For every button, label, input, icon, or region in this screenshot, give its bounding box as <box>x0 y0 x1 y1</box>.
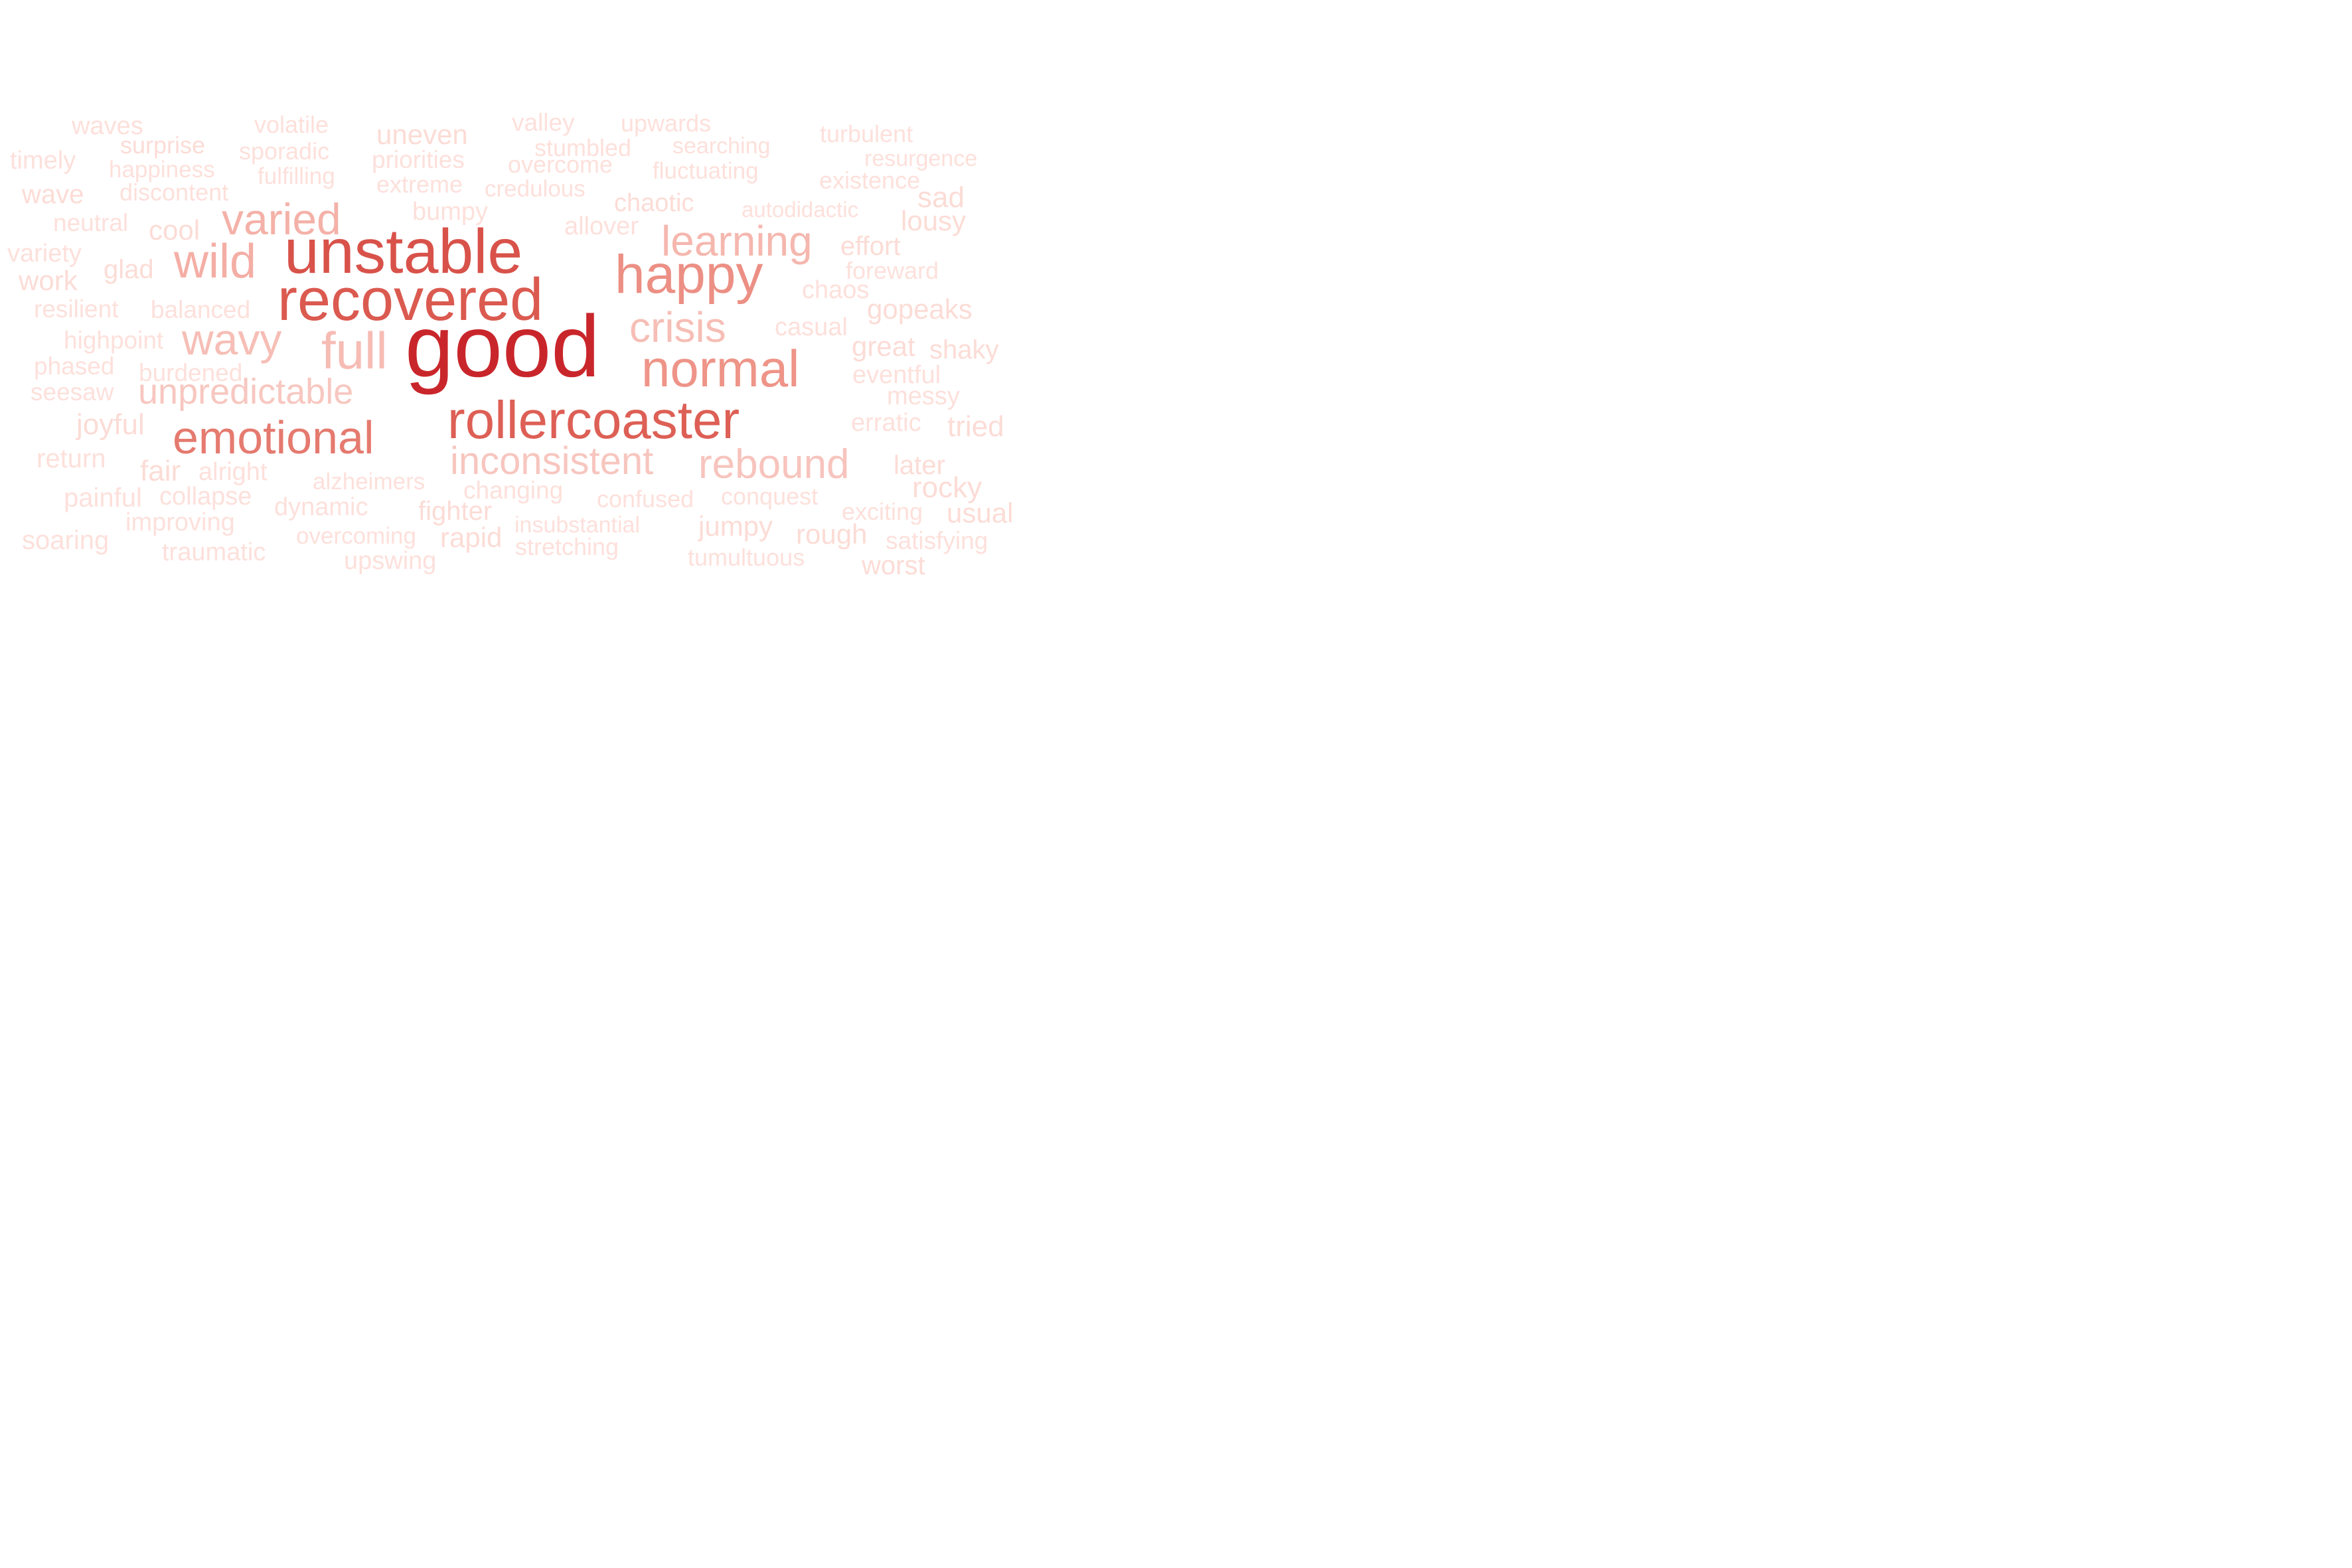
cloud-word-wave: wave <box>22 179 84 209</box>
cloud-word-collapse: collapse <box>159 482 252 510</box>
cloud-word-tried: tried <box>947 410 1004 443</box>
cloud-word-jumpy: jumpy <box>698 510 773 542</box>
cloud-word-bumpy: bumpy <box>412 197 489 226</box>
cloud-word-varied: varied <box>222 195 341 244</box>
cloud-word-rapid: rapid <box>440 521 503 553</box>
cloud-word-chaotic: chaotic <box>614 189 694 217</box>
cloud-word-volatile: volatile <box>254 111 329 139</box>
cloud-word-changing: changing <box>463 476 564 504</box>
cloud-word-valley: valley <box>512 108 575 136</box>
cloud-word-good: good <box>405 297 600 395</box>
cloud-word-casual: casual <box>775 313 848 341</box>
cloud-word-inconsistent: inconsistent <box>450 439 654 483</box>
cloud-word-gopeaks: gopeaks <box>867 293 973 325</box>
cloud-word-chaos: chaos <box>802 275 870 304</box>
cloud-word-cool: cool <box>149 214 200 246</box>
cloud-word-balanced: balanced <box>151 295 251 323</box>
cloud-word-waves: waves <box>72 112 143 140</box>
cloud-word-conquest: conquest <box>721 483 819 510</box>
cloud-word-alzheimers: alzheimers <box>313 469 426 495</box>
cloud-word-full: full <box>321 321 388 380</box>
cloud-word-traumatic: traumatic <box>162 538 266 566</box>
cloud-word-stumbled: stumbled <box>534 134 632 162</box>
cloud-word-happiness: happiness <box>109 157 215 183</box>
cloud-word-recovered: recovered <box>277 266 544 333</box>
cloud-word-sporadic: sporadic <box>239 137 330 165</box>
cloud-word-uneven: uneven <box>376 118 468 150</box>
cloud-word-normal: normal <box>641 339 800 398</box>
cloud-word-rocky: rocky <box>912 471 982 505</box>
cloud-word-painful: painful <box>64 483 142 512</box>
cloud-word-overcoming: overcoming <box>296 523 416 550</box>
cloud-word-tumultuous: tumultuous <box>688 544 805 572</box>
word-cloud: good unstable recovered rollercoaster happy e… <box>0 0 1041 694</box>
cloud-word-erratic: erratic <box>851 408 921 437</box>
cloud-word-fair: fair <box>140 455 181 488</box>
cloud-word-learning: learning <box>661 217 813 266</box>
cloud-word-upwards: upwards <box>621 110 712 137</box>
cloud-word-emotional: emotional <box>173 411 374 463</box>
cloud-word-joyful: joyful <box>76 408 145 441</box>
cloud-word-dynamic: dynamic <box>274 493 368 521</box>
cloud-word-glad: glad <box>104 254 154 284</box>
cloud-word-satisfying: satisfying <box>886 526 988 554</box>
cloud-word-lousy: lousy <box>901 204 967 236</box>
cloud-word-rollercoaster: rollercoaster <box>447 390 740 449</box>
cloud-word-exciting: exciting <box>842 498 923 526</box>
cloud-word-seesaw: seesaw <box>31 378 114 406</box>
cloud-word-sad: sad <box>917 181 965 214</box>
cloud-word-timely: timely <box>10 146 76 175</box>
cloud-word-credulous: credulous <box>485 176 586 202</box>
cloud-word-overcome: overcome <box>508 151 613 179</box>
cloud-word-extreme: extreme <box>376 171 463 198</box>
cloud-word-happy: happy <box>615 244 763 305</box>
cloud-word-fighter: fighter <box>418 496 493 526</box>
cloud-word-confused: confused <box>597 485 694 513</box>
cloud-word-effort: effort <box>840 231 901 261</box>
cloud-word-rebound: rebound <box>698 441 850 487</box>
cloud-word-great: great <box>852 330 915 362</box>
cloud-word-autodidactic: autodidactic <box>742 197 859 222</box>
cloud-word-unpredictable: unpredictable <box>138 372 354 412</box>
cloud-word-eventful: eventful <box>852 360 941 389</box>
cloud-word-discontent: discontent <box>119 179 229 206</box>
cloud-word-usual: usual <box>947 497 1014 528</box>
cloud-word-allover: allover <box>564 212 639 240</box>
cloud-word-highpoint: highpoint <box>64 326 164 354</box>
cloud-word-work: work <box>19 264 78 296</box>
cloud-word-resurgence: resurgence <box>864 146 978 172</box>
cloud-word-crisis: crisis <box>629 303 726 352</box>
cloud-word-return: return <box>37 443 106 473</box>
cloud-word-shaky: shaky <box>929 335 999 364</box>
cloud-word-neutral: neutral <box>53 208 129 236</box>
cloud-word-upswing: upswing <box>344 546 437 575</box>
cloud-word-foreward: foreward <box>846 257 939 285</box>
cloud-word-existence: existence <box>819 167 921 195</box>
cloud-word-turbulent: turbulent <box>820 120 913 148</box>
cloud-word-resilient: resilient <box>34 295 119 323</box>
cloud-word-messy: messy <box>887 382 960 410</box>
cloud-word-stretching: stretching <box>515 533 619 561</box>
cloud-word-insubstantial: insubstantial <box>514 512 641 538</box>
cloud-word-improving: improving <box>125 508 235 536</box>
cloud-word-rough: rough <box>796 518 868 550</box>
cloud-word-later: later <box>894 450 945 480</box>
cloud-word-unstable: unstable <box>284 216 523 287</box>
cloud-word-soaring: soaring <box>22 525 110 555</box>
cloud-word-fluctuating: fluctuating <box>653 158 759 185</box>
cloud-word-burdened: burdened <box>139 358 243 386</box>
cloud-word-wild: wild <box>174 234 257 288</box>
cloud-word-fulfilling: fulfilling <box>258 163 335 190</box>
cloud-word-worst: worst <box>862 550 925 580</box>
cloud-word-variety: variety <box>7 239 82 268</box>
cloud-word-priorities: priorities <box>372 145 465 173</box>
cloud-word-wavy: wavy <box>182 315 282 364</box>
cloud-word-phased: phased <box>34 352 115 380</box>
cloud-word-alright: alright <box>198 457 268 486</box>
cloud-word-surprise: surprise <box>120 131 206 159</box>
cloud-word-searching: searching <box>672 133 771 159</box>
